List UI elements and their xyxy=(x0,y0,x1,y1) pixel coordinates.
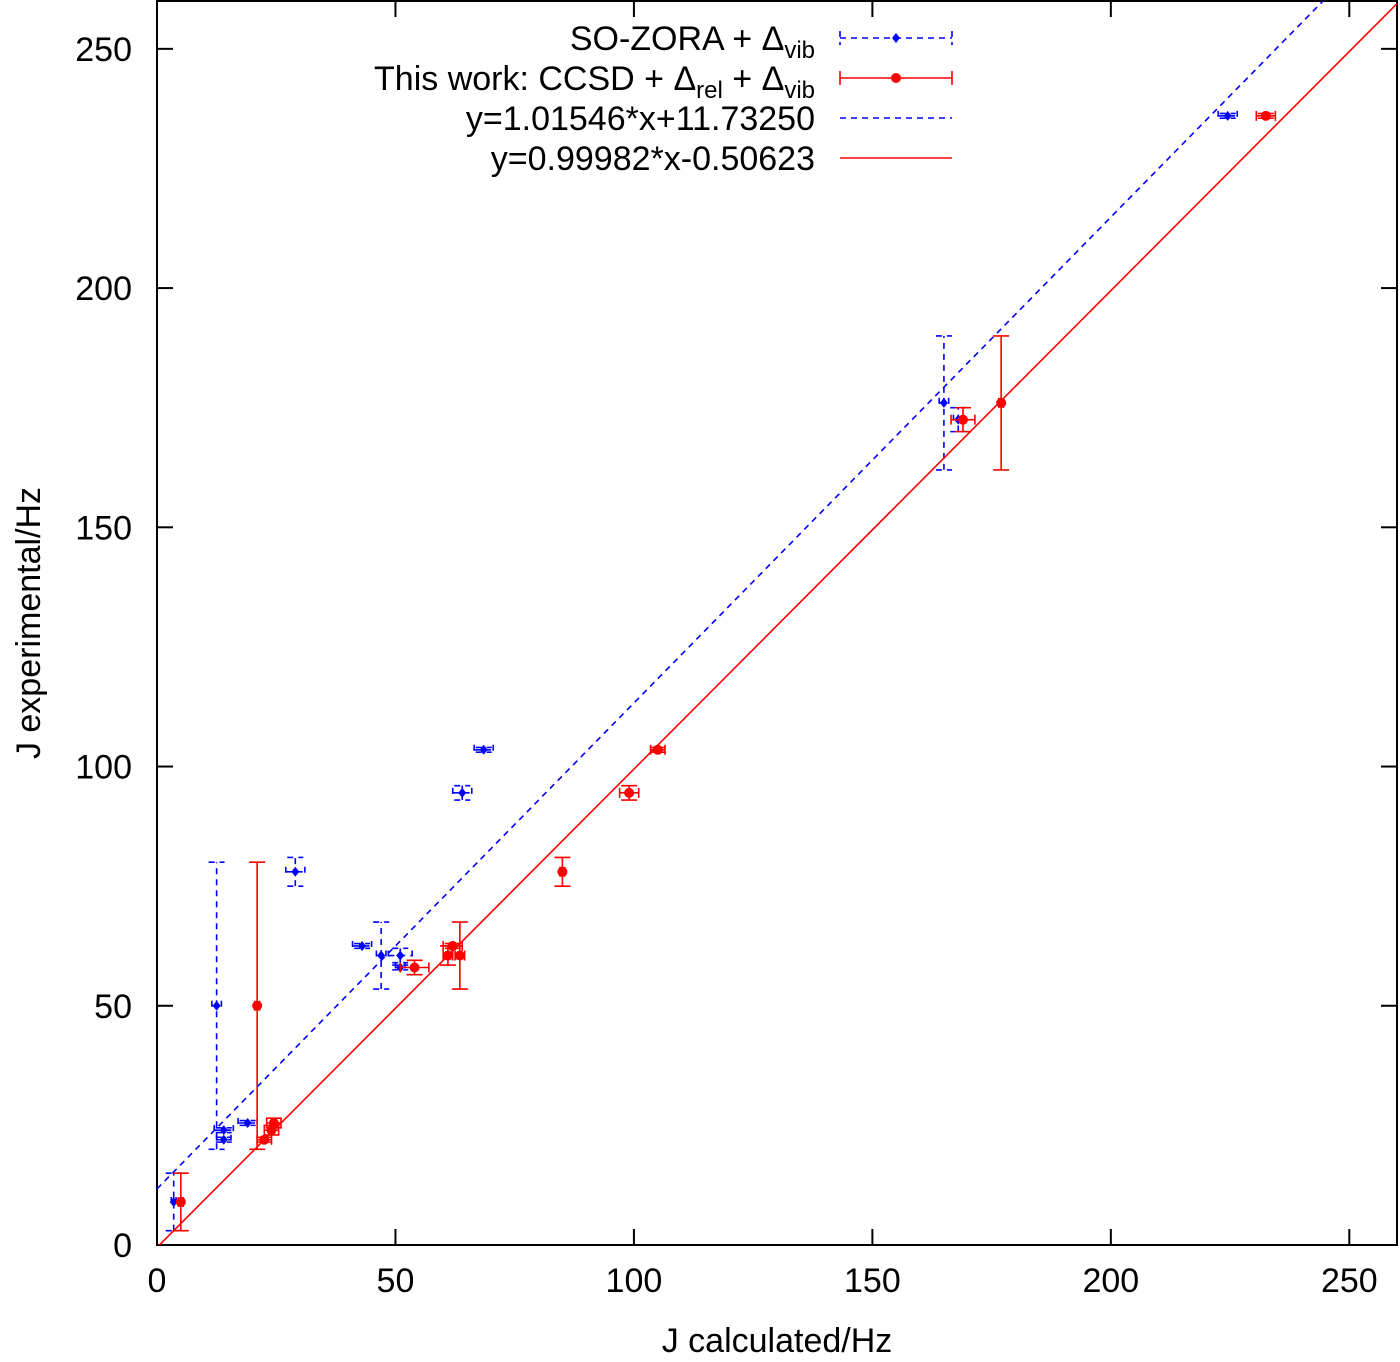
x-tick-label: 100 xyxy=(606,1262,663,1300)
marker xyxy=(624,787,635,798)
legend-label-part: rel xyxy=(696,77,723,104)
plot-area xyxy=(157,1,1397,1245)
marker xyxy=(377,950,386,961)
fit-line xyxy=(157,1,1325,1190)
legend-label-part: y=0.99982*x-0.50623 xyxy=(491,140,815,178)
marker xyxy=(958,414,968,425)
fit-line xyxy=(158,3,1397,1245)
y-tick-label: 250 xyxy=(75,31,132,69)
marker xyxy=(479,744,488,755)
x-tick-label: 0 xyxy=(148,1262,167,1300)
x-error-bar xyxy=(451,787,473,798)
x-tick-label: 150 xyxy=(844,1262,901,1300)
marker xyxy=(458,787,467,798)
marker xyxy=(996,397,1007,408)
marker xyxy=(266,1125,277,1136)
x-error-bar xyxy=(1217,110,1239,121)
marker xyxy=(358,940,367,951)
marker xyxy=(1223,110,1232,121)
legend-label: SO-ZORA + Δvib xyxy=(570,20,815,64)
marker xyxy=(219,1134,228,1145)
x-tick-label: 200 xyxy=(1082,1262,1139,1300)
marker xyxy=(175,1196,186,1207)
marker xyxy=(892,33,900,43)
marker xyxy=(291,866,300,877)
x-axis-title: J calculated/Hz xyxy=(662,1322,893,1357)
marker xyxy=(1260,110,1271,121)
legend-label: y=0.99982*x-0.50623 xyxy=(491,140,815,178)
x-error-bar xyxy=(215,1134,232,1145)
x-tick-label: 50 xyxy=(377,1262,415,1300)
legend-label: y=1.01546*x+11.73250 xyxy=(466,100,815,138)
marker xyxy=(454,950,465,961)
marker xyxy=(891,73,901,83)
marker xyxy=(447,940,458,951)
y-tick-label: 200 xyxy=(75,270,132,308)
x-error-bar xyxy=(284,866,306,877)
legend-label: This work: CCSD + Δrel + Δvib xyxy=(374,60,815,104)
x-error-bar xyxy=(351,940,373,951)
legend-label-part: y=1.01546*x+11.73250 xyxy=(466,100,815,138)
y-axis-title: J experimental/Hz xyxy=(10,487,48,759)
marker xyxy=(396,950,405,961)
marker xyxy=(169,1196,178,1207)
marker xyxy=(252,1000,263,1011)
legend-label-part: vib xyxy=(784,77,815,104)
x-tick-label: 250 xyxy=(1321,1262,1378,1300)
marker xyxy=(212,1000,221,1011)
marker xyxy=(557,866,568,877)
marker xyxy=(652,744,663,755)
y-tick-label: 100 xyxy=(75,749,132,787)
legend-label-part: SO-ZORA + Δ xyxy=(570,20,784,58)
plot-frame xyxy=(156,0,1398,1246)
y-tick-label: 50 xyxy=(94,988,132,1026)
legend-label-part: This work: CCSD + Δ xyxy=(374,60,696,98)
legend-label-part: + Δ xyxy=(723,60,784,98)
legend-label-part: vib xyxy=(784,37,815,64)
y-tick-label: 0 xyxy=(113,1227,132,1265)
x-error-bar xyxy=(473,744,495,755)
marker xyxy=(243,1117,252,1128)
marker xyxy=(409,962,420,973)
marker xyxy=(939,397,948,408)
marker xyxy=(219,1125,228,1136)
y-tick-label: 150 xyxy=(75,509,132,547)
